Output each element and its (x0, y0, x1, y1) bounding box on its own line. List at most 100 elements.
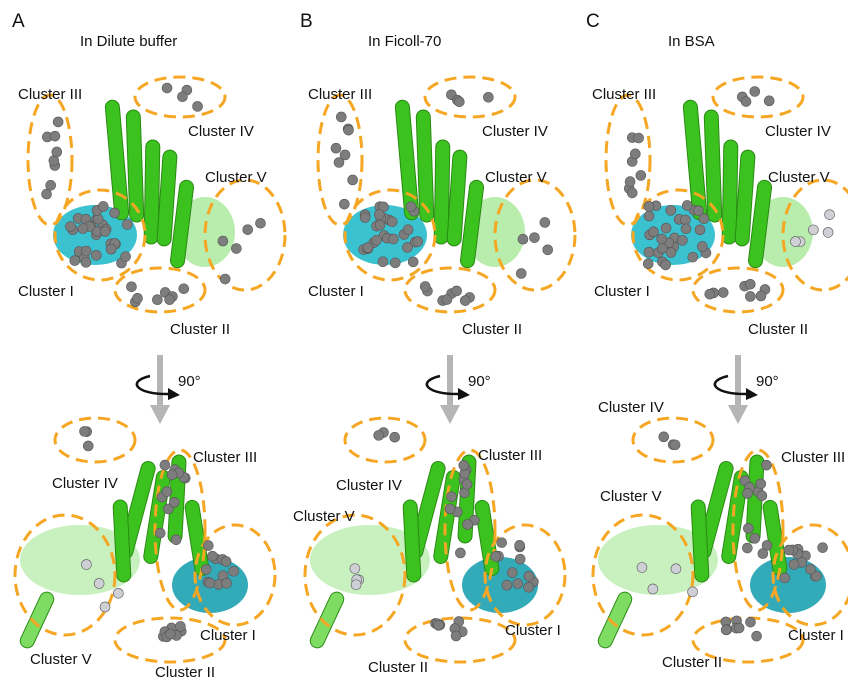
sphere (159, 459, 171, 471)
cluster-outline (26, 93, 74, 227)
sphere (687, 251, 699, 263)
sphere (822, 227, 834, 238)
sphere (170, 534, 182, 546)
sphere (122, 219, 133, 230)
sphere (69, 255, 81, 266)
sphere (105, 243, 117, 255)
sphere (163, 503, 174, 515)
cluster-label: Cluster III (193, 449, 257, 466)
sphere (624, 176, 636, 187)
rotation-label: 90° (756, 373, 779, 390)
sphere (761, 459, 772, 471)
sphere (164, 294, 175, 305)
sphere (177, 91, 188, 103)
sphere (203, 540, 214, 551)
sphere (496, 537, 507, 548)
cluster-label: Cluster V (600, 488, 662, 505)
cluster-outline (771, 523, 848, 627)
sphere (433, 620, 444, 631)
sphere (161, 486, 173, 497)
sphere (749, 86, 761, 97)
sphere (461, 479, 473, 490)
sphere (217, 235, 229, 247)
sphere (377, 256, 389, 268)
sphere (647, 583, 659, 595)
panel-title: In Ficoll-70 (368, 33, 441, 50)
cluster-label: Cluster V (205, 169, 267, 186)
sphere (677, 235, 688, 246)
sphere (192, 101, 203, 112)
sphere (514, 540, 525, 551)
sphere (386, 216, 398, 228)
sphere (242, 224, 254, 235)
sphere (402, 242, 413, 253)
panel-letter: B (300, 11, 313, 32)
sphere (643, 210, 655, 222)
sphere (446, 491, 457, 502)
sphere (745, 616, 756, 628)
cluster-label: Cluster III (478, 447, 542, 464)
cluster-label: Cluster III (18, 86, 82, 103)
sphere (790, 236, 801, 247)
sphere (743, 523, 754, 534)
cluster-label: Cluster V (293, 508, 355, 525)
sphere (91, 250, 102, 261)
sphere (359, 212, 371, 223)
sphere (200, 564, 212, 575)
sphere (99, 601, 111, 613)
sphere (41, 188, 52, 200)
sphere (698, 213, 710, 225)
helix (19, 591, 55, 649)
sphere (178, 283, 190, 295)
sphere (82, 440, 94, 452)
sphere (343, 124, 354, 136)
sphere (373, 209, 385, 220)
helix (125, 109, 145, 223)
sphere (687, 586, 698, 598)
sphere (389, 431, 401, 443)
cluster-outline (113, 616, 227, 664)
rotate-curve (425, 374, 461, 396)
sphere (152, 294, 163, 306)
cluster-label: Cluster V (30, 651, 92, 668)
sphere (339, 198, 350, 210)
sphere (660, 259, 671, 271)
cluster-label: Cluster I (308, 283, 364, 300)
cluster-label: Cluster III (592, 86, 656, 103)
sphere (733, 622, 745, 634)
helix (721, 139, 739, 245)
helix (433, 139, 451, 245)
helix (415, 109, 435, 223)
sphere (817, 542, 828, 553)
sphere (697, 241, 708, 252)
sphere (219, 273, 231, 285)
cluster-label: Cluster I (788, 627, 844, 644)
sphere (642, 258, 654, 270)
sphere (455, 547, 466, 559)
sphere (459, 295, 471, 306)
sphere (154, 527, 166, 539)
sphere (93, 578, 105, 589)
cluster-outline (343, 188, 437, 282)
sphere (756, 490, 768, 502)
sphere (749, 533, 761, 544)
sphere (669, 439, 681, 451)
sphere (529, 232, 540, 243)
cluster-outline (53, 188, 147, 282)
sphere (542, 244, 554, 256)
sphere (120, 251, 131, 262)
rotate-curve (135, 374, 171, 396)
sphere (228, 565, 239, 577)
sphere (636, 562, 648, 573)
cluster-label: Cluster I (18, 283, 74, 300)
rotate-curve-head (746, 388, 758, 400)
sphere (742, 542, 753, 554)
helix (394, 99, 420, 221)
cluster-label: Cluster IV (765, 123, 831, 140)
sphere (657, 243, 668, 254)
sphere (99, 226, 111, 237)
domain (462, 557, 538, 613)
cluster-outline (691, 616, 805, 664)
sphere (660, 222, 672, 234)
cluster-label: Cluster I (594, 283, 650, 300)
